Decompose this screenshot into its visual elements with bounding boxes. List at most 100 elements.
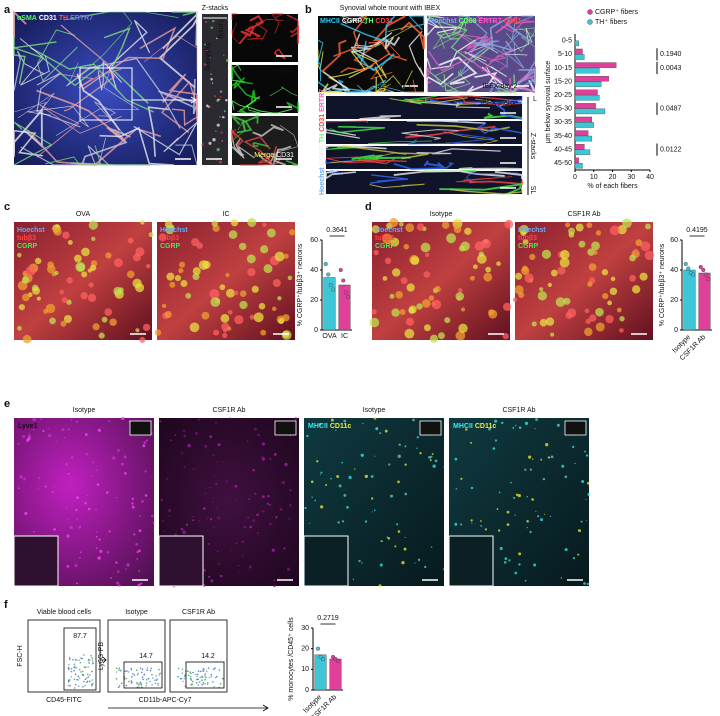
cell bbox=[180, 279, 188, 287]
cell bbox=[521, 266, 530, 276]
cell bbox=[622, 218, 632, 228]
event bbox=[191, 680, 194, 683]
cell bbox=[17, 442, 20, 445]
fiber bbox=[231, 81, 260, 100]
cell bbox=[74, 564, 78, 568]
event bbox=[181, 672, 184, 674]
cell bbox=[454, 457, 458, 461]
cell bbox=[278, 576, 281, 579]
cell bbox=[215, 130, 217, 132]
cell bbox=[241, 554, 244, 557]
channel-labels: Hoechst tubβ3 CGRP bbox=[375, 227, 403, 250]
cell bbox=[213, 526, 215, 529]
fiber bbox=[405, 125, 496, 139]
cell bbox=[212, 454, 215, 457]
cell bbox=[341, 520, 345, 523]
channel-label: CD11c bbox=[475, 423, 497, 430]
cell bbox=[476, 254, 487, 264]
cell bbox=[306, 434, 309, 438]
event bbox=[85, 681, 88, 684]
event bbox=[73, 678, 76, 681]
fiber bbox=[407, 79, 424, 93]
cell bbox=[338, 484, 342, 488]
event bbox=[146, 667, 149, 670]
cell bbox=[139, 336, 146, 343]
inset bbox=[158, 535, 204, 587]
cell bbox=[141, 499, 144, 503]
flow-frame bbox=[107, 619, 166, 693]
event bbox=[78, 668, 81, 671]
cell bbox=[542, 477, 546, 481]
cell bbox=[518, 426, 522, 429]
cell bbox=[105, 491, 109, 494]
cell bbox=[470, 486, 474, 490]
fiber bbox=[509, 77, 535, 94]
plot-title: CSF1R Ab bbox=[182, 609, 215, 616]
cell bbox=[222, 332, 228, 339]
fiber bbox=[406, 120, 486, 124]
cell bbox=[27, 434, 31, 438]
cell bbox=[397, 530, 401, 533]
fiber bbox=[400, 21, 425, 50]
cell bbox=[464, 227, 472, 236]
cell bbox=[550, 455, 554, 459]
fiber bbox=[434, 66, 462, 88]
fiber bbox=[408, 15, 425, 31]
cell bbox=[640, 241, 651, 252]
channel-label: Hoechst bbox=[160, 227, 188, 234]
event bbox=[199, 676, 201, 678]
channel-label: Hoechst bbox=[17, 227, 45, 234]
cell bbox=[38, 476, 41, 480]
cell bbox=[398, 221, 404, 227]
cell bbox=[98, 538, 101, 541]
cell bbox=[386, 536, 389, 539]
cell bbox=[403, 547, 407, 551]
cell bbox=[550, 332, 555, 337]
fiber bbox=[269, 86, 298, 97]
cell bbox=[169, 439, 173, 442]
event bbox=[212, 681, 214, 683]
cell bbox=[397, 480, 400, 484]
gate-value: 14.7 bbox=[139, 653, 153, 660]
fiber bbox=[36, 89, 127, 143]
cell bbox=[216, 147, 220, 152]
cell bbox=[535, 418, 539, 421]
cell bbox=[559, 257, 570, 268]
cell bbox=[391, 308, 400, 317]
cell bbox=[437, 332, 445, 340]
y-axis-label: % monocytes /CD45⁺ cells bbox=[288, 617, 295, 701]
cell bbox=[414, 562, 416, 564]
cell bbox=[561, 464, 565, 468]
cell bbox=[515, 493, 519, 497]
panel-title: Synovial whole mount with IBEX bbox=[340, 5, 441, 12]
event bbox=[145, 685, 148, 687]
fiber bbox=[240, 104, 261, 114]
cell bbox=[619, 328, 624, 333]
event bbox=[91, 684, 93, 687]
cell bbox=[578, 240, 586, 248]
fiber bbox=[384, 36, 401, 50]
cell bbox=[212, 19, 215, 23]
point bbox=[326, 272, 331, 277]
y-tick-label: 35-40 bbox=[554, 133, 572, 140]
cell bbox=[215, 421, 217, 424]
cell bbox=[78, 526, 80, 529]
cell bbox=[209, 289, 220, 299]
cell bbox=[234, 315, 244, 325]
fiber bbox=[350, 50, 388, 79]
fiber bbox=[357, 84, 395, 93]
cell bbox=[247, 516, 249, 519]
bar bbox=[574, 144, 585, 150]
fiber bbox=[342, 145, 429, 160]
cell bbox=[17, 325, 22, 331]
event bbox=[140, 671, 143, 674]
fiber bbox=[67, 11, 133, 86]
cell bbox=[583, 582, 586, 585]
cell bbox=[319, 473, 322, 476]
fiber bbox=[465, 172, 523, 182]
event bbox=[184, 675, 186, 677]
y-tick-label: 40-45 bbox=[554, 146, 572, 153]
cell bbox=[585, 318, 591, 324]
cell bbox=[21, 276, 30, 284]
bar bbox=[574, 108, 606, 115]
